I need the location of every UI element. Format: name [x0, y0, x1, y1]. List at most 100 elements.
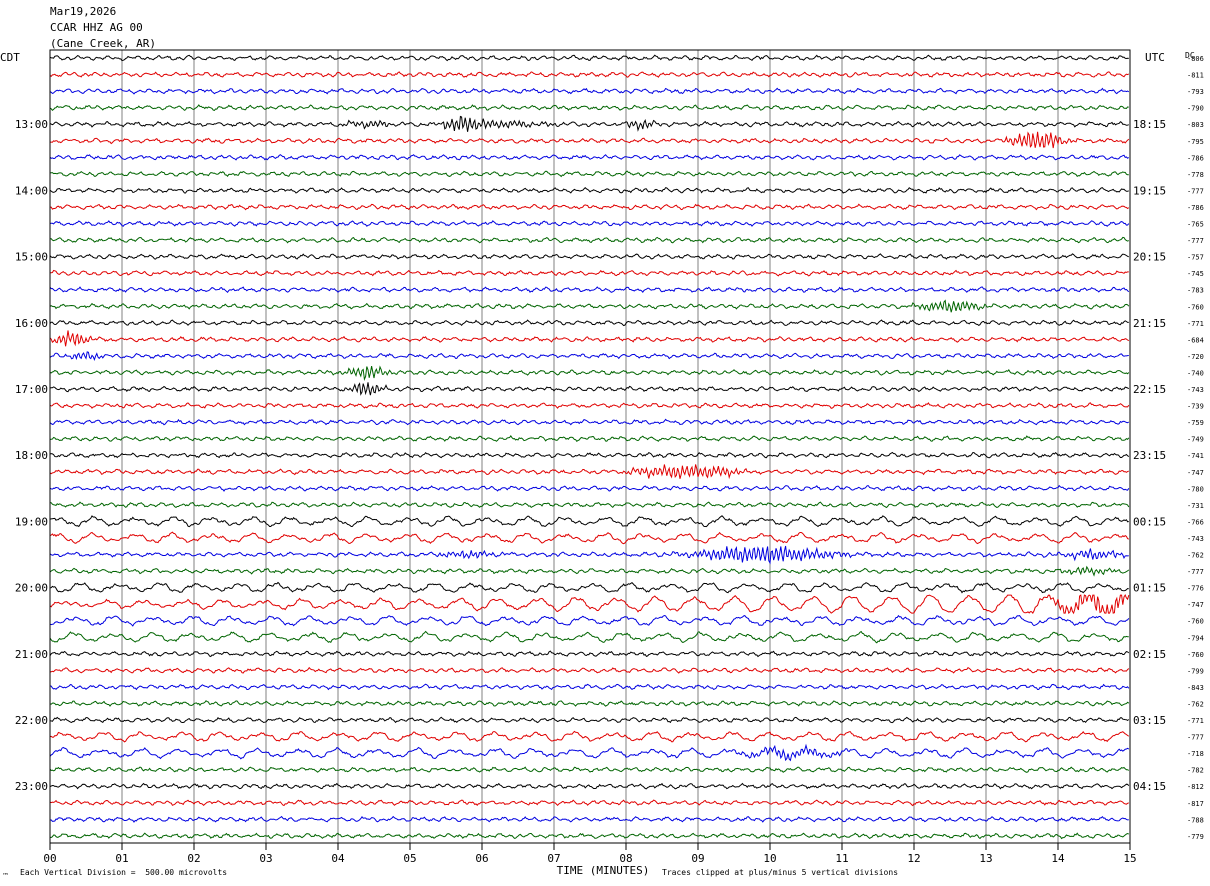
- x-tick-label: 01: [115, 852, 128, 865]
- left-hour-label: 19:00: [15, 515, 48, 528]
- seismic-trace: [49, 269, 1129, 277]
- seismic-trace: [49, 630, 1129, 644]
- dc-offset-label: -793: [1187, 88, 1204, 96]
- dc-offset-label: -747: [1187, 469, 1204, 477]
- seismic-trace: [49, 87, 1130, 95]
- seismic-trace: [49, 187, 1129, 194]
- seismic-trace: [49, 220, 1130, 227]
- seismic-trace: [49, 683, 1130, 691]
- seismic-trace: [49, 730, 1130, 743]
- station-code: CCAR HHZ AG 00: [50, 21, 143, 34]
- seismic-trace: [49, 71, 1130, 78]
- left-hour-label: 21:00: [15, 648, 48, 661]
- x-axis-title: TIME (MINUTES): [557, 864, 650, 877]
- dc-offset-label: -745: [1187, 270, 1204, 278]
- dc-offset-label: -760: [1187, 651, 1204, 659]
- dc-offset-label: -843: [1187, 684, 1204, 692]
- x-tick-label: 09: [691, 852, 704, 865]
- header-block: Mar19,2026 CCAR HHZ AG 00 (Cane Creek, A…: [50, 4, 156, 52]
- dc-offset-label: -718: [1187, 750, 1204, 758]
- seismic-trace: [49, 614, 1130, 627]
- left-hour-label: 22:00: [15, 714, 48, 727]
- dc-offset-label: -766: [1187, 518, 1204, 526]
- seismic-trace: [49, 236, 1129, 244]
- x-tick-label: 08: [619, 852, 632, 865]
- right-hour-label: 20:15: [1133, 251, 1166, 264]
- x-tick-label: 11: [835, 852, 848, 865]
- seismic-trace: [49, 531, 1130, 545]
- left-hour-label: 18:00: [15, 449, 48, 462]
- x-tick-label: 13: [979, 852, 992, 865]
- dc-offset-label: -747: [1187, 601, 1204, 609]
- x-tick-label: 07: [547, 852, 560, 865]
- dc-offset-label: -780: [1187, 485, 1204, 493]
- seismic-trace: [49, 365, 1130, 382]
- seismic-trace: [49, 799, 1129, 807]
- dc-offset-label: -786: [1187, 204, 1204, 212]
- dc-offset-label: -782: [1187, 767, 1204, 775]
- right-hour-label: 21:15: [1133, 317, 1166, 330]
- dc-offset-label: -790: [1187, 105, 1204, 113]
- seismic-trace: [49, 832, 1130, 840]
- seismic-trace: [50, 203, 1130, 211]
- axis-labels: 00 01 02 03 04 05 06 07 08 09 10 11 12 13 14 15 -806 -811…: [15, 55, 1204, 865]
- dc-offset-label: -740: [1187, 369, 1204, 377]
- dc-offset-label: -776: [1187, 585, 1204, 593]
- right-hour-label: 04:15: [1133, 780, 1166, 793]
- left-hour-label: 16:00: [15, 317, 48, 330]
- corner-mark: ™: [2, 872, 9, 880]
- minute-gridlines: [49, 50, 1131, 850]
- right-hour-label: 02:15: [1133, 648, 1166, 661]
- seismic-trace: [49, 581, 1129, 594]
- right-hour-label: 03:15: [1133, 714, 1166, 727]
- seismic-trace: [49, 154, 1130, 161]
- dc-offset-label: -777: [1187, 734, 1204, 742]
- dc-offset-label: -786: [1187, 154, 1204, 162]
- seismic-trace: [49, 330, 1130, 347]
- seismic-trace: [49, 351, 1129, 362]
- seismic-trace: [49, 253, 1129, 260]
- seismic-trace: [49, 650, 1130, 658]
- seismic-trace: [49, 115, 1129, 132]
- dc-offset-label: -743: [1187, 386, 1204, 394]
- x-tick-label: 14: [1051, 852, 1065, 865]
- seismic-trace: [49, 594, 1130, 615]
- seismic-trace: [49, 743, 1130, 762]
- dc-offset-label: -788: [1187, 816, 1204, 824]
- left-timezone-label: CDT: [0, 51, 20, 64]
- left-hour-label: 23:00: [15, 780, 48, 793]
- seismic-trace: [50, 501, 1130, 509]
- seismic-trace: [49, 435, 1130, 442]
- dc-offset-label: -731: [1187, 502, 1204, 510]
- seismic-trace: [49, 700, 1130, 707]
- dc-offset-label: -762: [1187, 552, 1204, 560]
- seismic-trace: [49, 451, 1130, 459]
- seismic-traces: [49, 54, 1130, 840]
- seismic-trace: [49, 319, 1129, 327]
- seismic-trace: [49, 484, 1130, 492]
- dc-offset-label: -806: [1187, 55, 1204, 63]
- dc-offset-label: -811: [1187, 72, 1204, 80]
- dc-offset-label: -794: [1187, 634, 1204, 642]
- dc-offset-label: -803: [1187, 121, 1204, 129]
- right-hour-label: 18:15: [1133, 118, 1166, 131]
- seismic-trace: [49, 170, 1129, 178]
- dc-column-header: DC: [1185, 51, 1195, 60]
- right-hour-label: 00:15: [1133, 515, 1166, 528]
- station-location: (Cane Creek, AR): [50, 37, 156, 50]
- seismic-trace: [49, 286, 1130, 294]
- dc-offset-label: -720: [1187, 353, 1204, 361]
- seismic-trace: [50, 131, 1130, 149]
- seismic-trace: [49, 666, 1130, 674]
- dc-offset-label: -771: [1187, 320, 1204, 328]
- right-hour-label: 01:15: [1133, 582, 1166, 595]
- seismic-trace: [49, 782, 1130, 790]
- x-tick-label: 03: [259, 852, 272, 865]
- seismic-trace: [49, 402, 1130, 409]
- dc-offset-label: -749: [1187, 436, 1204, 444]
- left-hour-label: 13:00: [15, 118, 48, 131]
- dc-offset-label: -771: [1187, 717, 1204, 725]
- dc-offset-label: -684: [1187, 336, 1204, 344]
- seismic-trace: [49, 418, 1130, 426]
- x-tick-label: 05: [403, 852, 416, 865]
